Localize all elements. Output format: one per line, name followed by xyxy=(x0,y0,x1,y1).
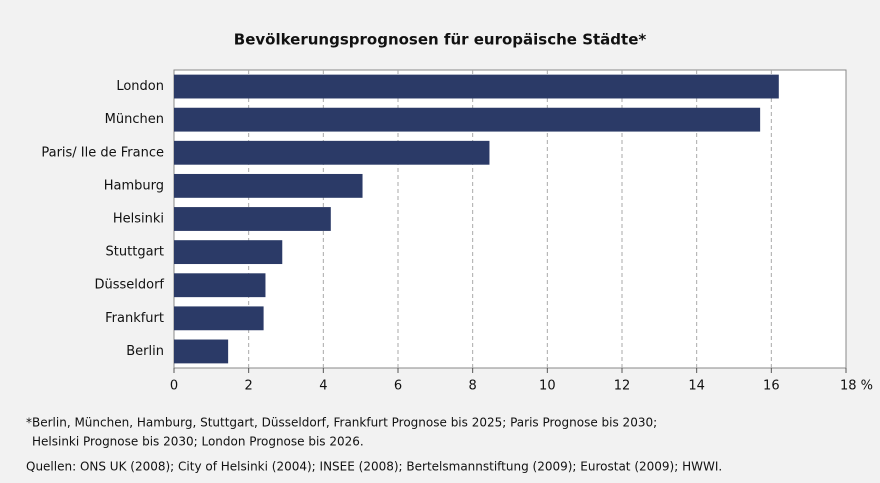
x-tick-label: 14 xyxy=(688,379,705,394)
x-tick-label: 18 % xyxy=(840,379,873,394)
footnote: Helsinki Prognose bis 2030; London Progn… xyxy=(32,435,364,449)
x-tick-label: 8 xyxy=(469,379,477,394)
bar xyxy=(174,306,264,331)
footnote: *Berlin, München, Hamburg, Stuttgart, Dü… xyxy=(26,416,657,430)
x-tick-label: 2 xyxy=(245,379,253,394)
bar xyxy=(174,339,229,364)
x-tick-label: 12 xyxy=(614,379,631,394)
bar xyxy=(174,240,283,265)
source-note: Quellen: ONS UK (2008); City of Helsinki… xyxy=(26,460,722,474)
x-tick-label: 10 xyxy=(539,379,556,394)
chart-title: Bevölkerungsprognosen für europäische St… xyxy=(234,31,647,49)
y-tick-label: Berlin xyxy=(126,344,164,359)
bar xyxy=(174,273,266,298)
y-tick-label: Helsinki xyxy=(113,212,164,227)
x-tick-label: 0 xyxy=(170,379,178,394)
y-tick-label: London xyxy=(116,79,164,94)
bar xyxy=(174,107,761,132)
y-tick-label: Paris/ Ile de France xyxy=(41,145,164,160)
x-tick-label: 4 xyxy=(319,379,327,394)
y-tick-label: Frankfurt xyxy=(105,311,164,326)
y-tick-label: Hamburg xyxy=(104,178,164,193)
bar xyxy=(174,173,363,198)
y-tick-label: München xyxy=(105,112,164,127)
y-tick-label: Stuttgart xyxy=(106,245,164,260)
bar xyxy=(174,207,331,231)
bar xyxy=(174,140,490,165)
x-tick-label: 6 xyxy=(394,379,402,394)
x-tick-label: 16 xyxy=(763,379,780,394)
y-tick-label: Düsseldorf xyxy=(94,278,164,293)
bar xyxy=(174,74,779,99)
